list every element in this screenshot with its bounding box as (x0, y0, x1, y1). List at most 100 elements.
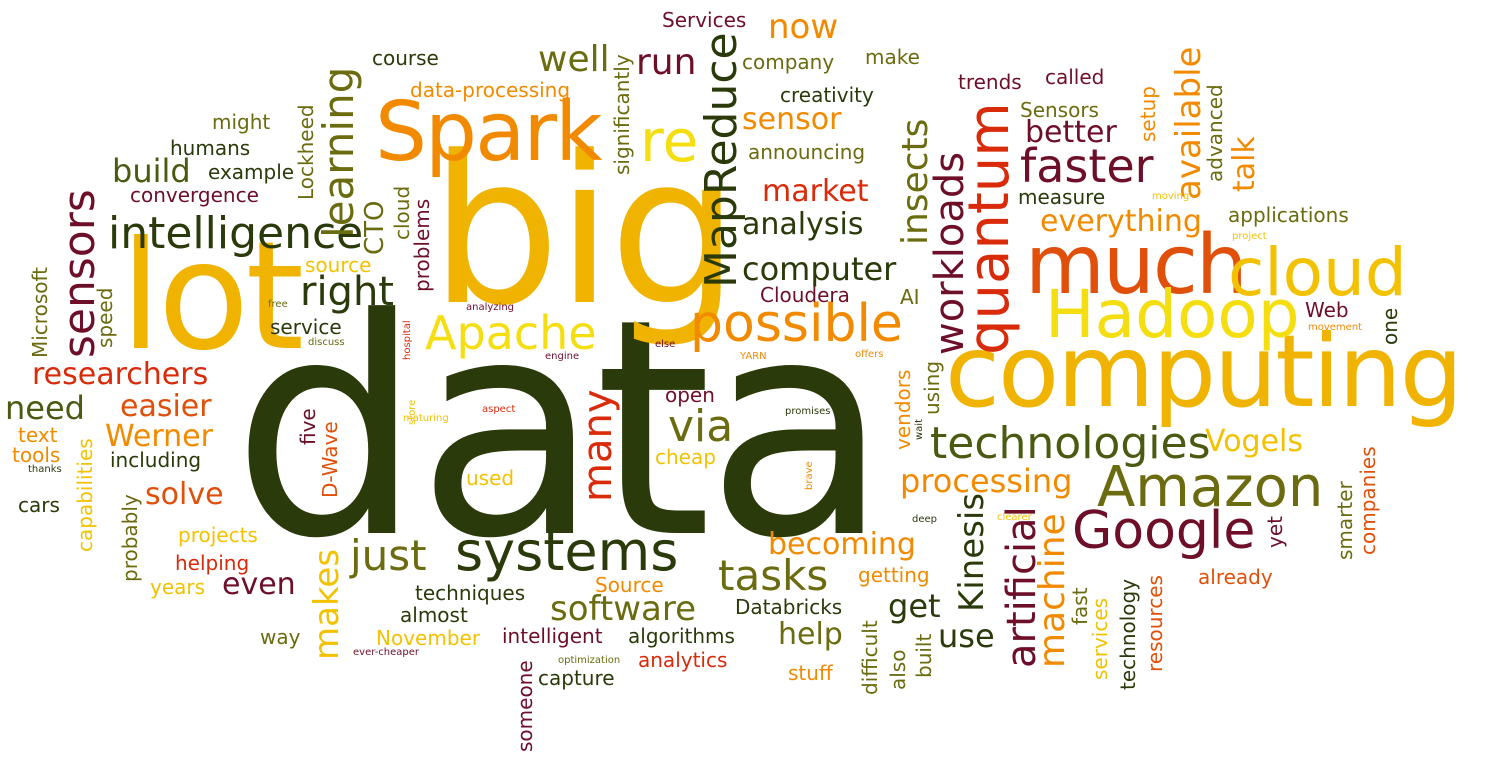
word-hadoop: Hadoop (1045, 276, 1300, 353)
word-clearer: clearer (997, 512, 1032, 523)
word-systems: systems (455, 520, 679, 583)
word-thanks: thanks (28, 464, 62, 475)
word-google: Google (1072, 501, 1256, 561)
word-intelligent: intelligent (502, 624, 603, 648)
word-researchers: researchers (32, 357, 209, 392)
word-wait: wait (914, 418, 925, 440)
word-big: big (430, 113, 739, 351)
word-built: built (912, 633, 936, 678)
word-setup: setup (1136, 86, 1160, 142)
word-lot: lot (120, 210, 304, 384)
word-service: service (270, 315, 342, 339)
word-used: used (466, 466, 515, 490)
word-cto: CTO (360, 200, 390, 255)
word-help: help (778, 617, 843, 652)
word-better: better (1025, 115, 1117, 150)
word-trends: trends (958, 70, 1022, 94)
word-run: run (636, 42, 697, 83)
word-ever-cheaper: ever-cheaper (353, 647, 420, 658)
word-significantly: significantly (610, 54, 634, 175)
word-yarn: YARN (740, 351, 767, 362)
word-getting: getting (858, 563, 930, 587)
word-optimization: optimization (558, 655, 621, 666)
word-fast: fast (1068, 587, 1092, 625)
word-offers: offers (855, 349, 884, 360)
word-insects: insects (895, 118, 936, 245)
word-lockheed: Lockheed (294, 104, 318, 200)
word-workloads: workloads (927, 151, 973, 355)
word-source: source (305, 253, 372, 277)
word-years: years (150, 575, 206, 599)
word-might: might (212, 110, 271, 134)
word-called: called (1045, 65, 1105, 89)
word-web: Web (1305, 298, 1349, 322)
word-brave: brave (804, 461, 815, 490)
word-data: data (232, 255, 890, 604)
word-five: five (296, 408, 320, 445)
word-build: build (112, 152, 191, 190)
word-else: else (655, 339, 676, 350)
word-algorithms: algorithms (628, 624, 735, 648)
word-possible: possible (690, 294, 903, 354)
word-capabilities: capabilities (73, 438, 97, 552)
word-problems: problems (410, 198, 434, 292)
word-vogels: Vogels (1205, 424, 1304, 459)
word-cloud-small: cloud (390, 185, 414, 240)
word-processing: processing (900, 462, 1073, 500)
word-market: market (762, 174, 869, 209)
word-well: well (538, 39, 610, 80)
word-talk: talk (1227, 136, 1262, 192)
word-cars: cars (18, 493, 60, 517)
word-open: open (665, 383, 715, 407)
word-yet: yet (1263, 516, 1287, 548)
word-analyzing: analyzing (466, 302, 515, 313)
word-creativity: creativity (780, 83, 874, 107)
word-services: Services (662, 8, 747, 32)
word-apache: Apache (425, 306, 597, 360)
word-microsoft: Microsoft (28, 266, 52, 358)
word-hospital: hospital (402, 320, 413, 360)
word-movement: movement (1308, 322, 1363, 333)
word-just: just (350, 531, 427, 580)
word-everything: everything (1040, 204, 1202, 239)
word-spark: Spark (375, 85, 603, 180)
word-maturing: maturing (403, 413, 449, 424)
word-also: also (886, 649, 910, 690)
word-solve: solve (145, 477, 224, 512)
word-tools: tools (12, 443, 61, 467)
word-much: much (1025, 218, 1248, 313)
word-sensor: sensor (742, 102, 842, 137)
word-available: available (1169, 46, 1209, 200)
word-course: course (372, 46, 439, 70)
word-cloud-large: cloud (1228, 234, 1407, 311)
word-werner: Werner (105, 419, 213, 454)
word-sensors-small: Sensors (1020, 98, 1099, 122)
word-text: text (18, 423, 58, 447)
word-easier: easier (120, 389, 212, 424)
word-computing: computing (945, 313, 1463, 430)
word-companies: companies (1356, 446, 1380, 555)
word-ai: AI (900, 285, 920, 309)
word-computer: computer (742, 250, 897, 288)
word-announcing: announcing (748, 140, 866, 164)
word-helping: helping (175, 551, 250, 575)
word-company: company (742, 50, 835, 74)
word-stuff: stuff (788, 661, 833, 685)
word-amazon: Amazon (1097, 455, 1324, 520)
word-analysis: analysis (742, 207, 864, 242)
word-services-small: services (1088, 597, 1112, 680)
word-resources: resources (1143, 575, 1167, 672)
word-november: November (376, 626, 481, 650)
word-many: many (575, 389, 621, 503)
word-now: now (768, 7, 839, 47)
word-speed: speed (93, 287, 117, 348)
word-via: via (668, 401, 734, 452)
word-one: one (1378, 307, 1402, 345)
word-tasks: tasks (718, 551, 829, 600)
word-make: make (865, 45, 920, 69)
word-projects: projects (178, 523, 258, 547)
word-probably: probably (118, 494, 142, 582)
word-aspect: aspect (482, 404, 516, 415)
word-almost: almost (400, 603, 468, 627)
